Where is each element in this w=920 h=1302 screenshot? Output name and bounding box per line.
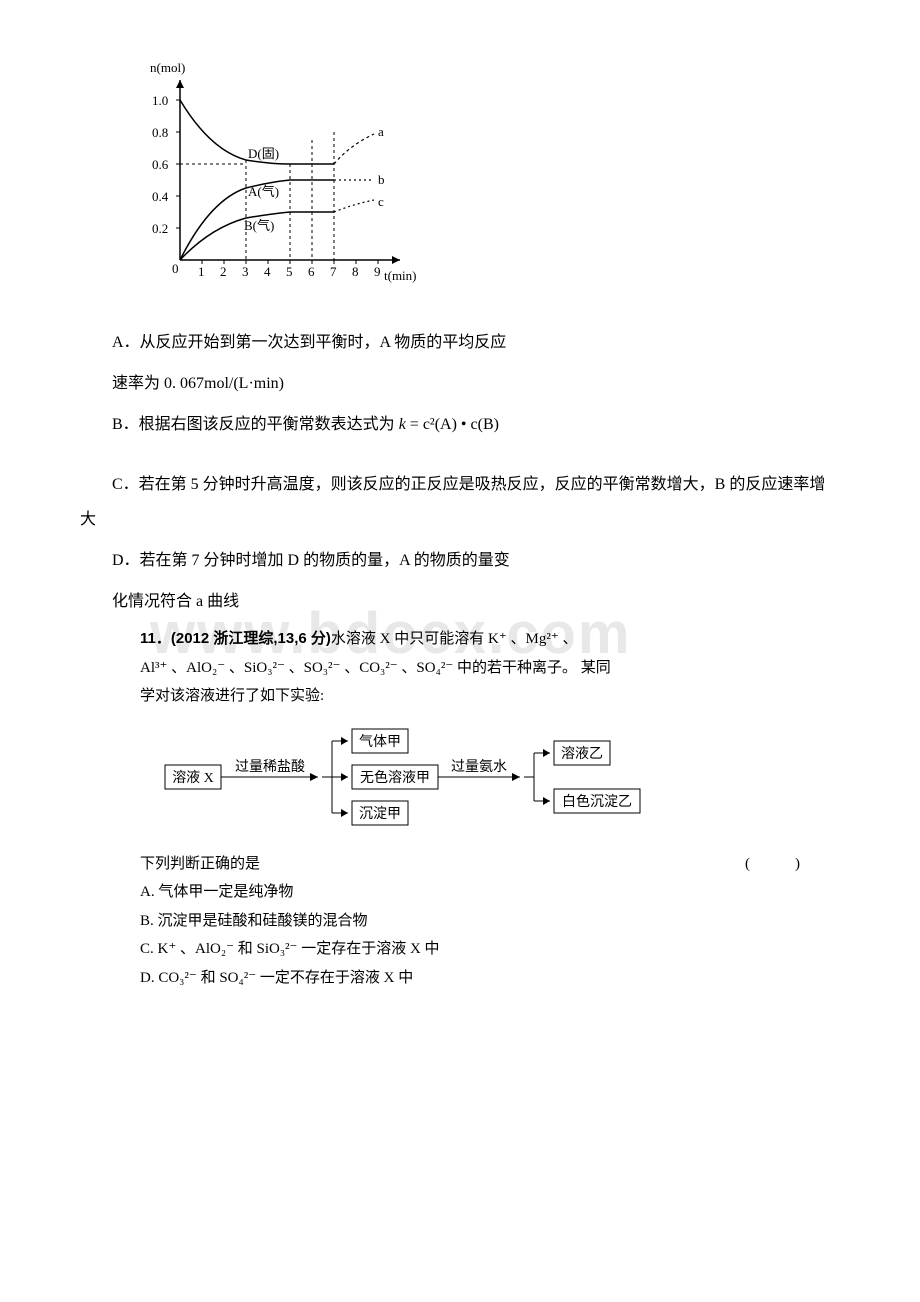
experiment-flowchart: 溶液 X 过量稀盐酸 气体甲 bbox=[160, 723, 840, 838]
option-d-line1: D．若在第 7 分钟时增加 D 的物质的量，A 的物质的量变 bbox=[80, 543, 840, 578]
svg-text:8: 8 bbox=[352, 264, 359, 279]
svg-text:无色溶液甲: 无色溶液甲 bbox=[360, 769, 430, 786]
option-a-line2: 速率为 0. 067mol/(L·min) bbox=[80, 366, 840, 401]
q11-ask: 下列判断正确的是 ( ) bbox=[140, 850, 840, 879]
svg-text:A(气): A(气) bbox=[248, 184, 279, 199]
option-d-line2: 化情况符合 a 曲线 bbox=[80, 584, 840, 619]
svg-text:7: 7 bbox=[330, 264, 337, 279]
q11-option-b: B. 沉淀甲是硅酸和硅酸镁的混合物 bbox=[140, 907, 840, 936]
formula: k = c²(A) • c(B) bbox=[399, 416, 499, 433]
svg-text:1: 1 bbox=[198, 264, 205, 279]
q11-number: 11 bbox=[140, 630, 156, 647]
svg-text:4: 4 bbox=[264, 264, 271, 279]
svg-text:1.0: 1.0 bbox=[152, 93, 168, 108]
question-11: 11．(2012 浙江理综,13,6 分)水溶液 X 中只可能溶有 K⁺ 、Mg… bbox=[140, 625, 840, 992]
svg-text:0.6: 0.6 bbox=[152, 157, 169, 172]
equilibrium-chart: n(mol) 1.0 0.8 0.6 0.4 0.2 0 1 2 bbox=[140, 60, 840, 305]
q11-option-d: D. CO₃²⁻ 和 SO₄²⁻ 一定不存在于溶液 X 中 bbox=[140, 964, 840, 993]
svg-text:D(固): D(固) bbox=[248, 146, 279, 161]
svg-text:c: c bbox=[378, 194, 384, 209]
svg-text:b: b bbox=[378, 172, 385, 187]
svg-text:5: 5 bbox=[286, 264, 293, 279]
svg-text:2: 2 bbox=[220, 264, 227, 279]
svg-text:0.8: 0.8 bbox=[152, 125, 168, 140]
svg-text:过量稀盐酸: 过量稀盐酸 bbox=[235, 759, 305, 775]
svg-text:沉淀甲: 沉淀甲 bbox=[359, 806, 401, 822]
svg-text:过量氨水: 过量氨水 bbox=[451, 759, 507, 775]
svg-text:白色沉淀乙: 白色沉淀乙 bbox=[562, 793, 632, 810]
q11-option-c: C. K⁺ 、AlO₂⁻ 和 SiO₃²⁻ 一定存在于溶液 X 中 bbox=[140, 935, 840, 964]
svg-text:0: 0 bbox=[172, 261, 179, 276]
option-a-line1: A．从反应开始到第一次达到平衡时，A 物质的平均反应 bbox=[80, 325, 840, 360]
svg-text:气体甲: 气体甲 bbox=[359, 734, 401, 750]
svg-text:0.2: 0.2 bbox=[152, 221, 168, 236]
chart-svg: n(mol) 1.0 0.8 0.6 0.4 0.2 0 1 2 bbox=[140, 60, 420, 300]
svg-text:9: 9 bbox=[374, 264, 381, 279]
option-c: C．若在第 5 分钟时升高温度，则该反应的正反应是吸热反应，反应的平衡常数增大，… bbox=[80, 467, 840, 537]
svg-text:6: 6 bbox=[308, 264, 315, 279]
y-axis-label: n(mol) bbox=[150, 60, 185, 75]
option-b: B．根据右图该反应的平衡常数表达式为 k = c²(A) • c(B) bbox=[80, 407, 840, 442]
answer-blank: ( ) bbox=[745, 850, 800, 879]
svg-text:0.4: 0.4 bbox=[152, 189, 169, 204]
svg-text:溶液 X: 溶液 X bbox=[172, 770, 214, 786]
x-axis-label: t(min) bbox=[384, 268, 417, 283]
svg-text:3: 3 bbox=[242, 264, 249, 279]
svg-text:溶液乙: 溶液乙 bbox=[561, 746, 603, 762]
svg-text:B(气): B(气) bbox=[244, 218, 274, 233]
q11-option-a: A. 气体甲一定是纯净物 bbox=[140, 878, 840, 907]
svg-text:a: a bbox=[378, 124, 384, 139]
